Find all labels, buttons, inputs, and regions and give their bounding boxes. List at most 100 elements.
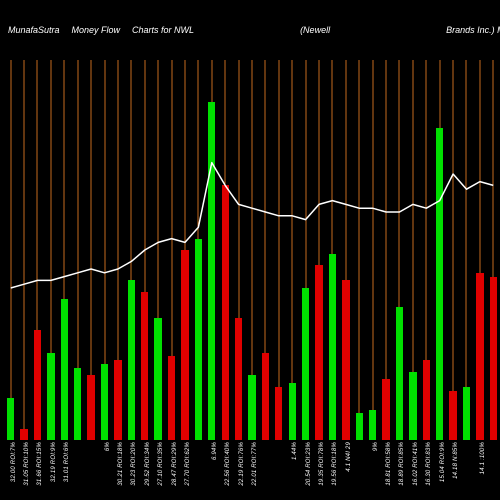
bar-slot (125, 60, 138, 440)
x-label-slot: 19.35 ROI:78% (312, 440, 325, 500)
gridline (453, 60, 454, 440)
x-tick-label: 6.94% (212, 442, 218, 460)
bar (289, 383, 296, 440)
bar (154, 318, 161, 440)
x-label-slot (272, 440, 285, 500)
bar-slot (487, 60, 500, 440)
x-tick-label: 16.02 ROI:41% (413, 442, 419, 486)
bar-slot (111, 60, 124, 440)
title-segment: Money Flow (72, 25, 121, 35)
x-tick-label: 32.19 ROI:9% (51, 442, 57, 482)
bar-slot (84, 60, 97, 440)
x-tick-label: 22.56 ROI:40% (225, 442, 231, 486)
bar (463, 387, 470, 440)
bar (262, 353, 269, 440)
x-label-slot: 29.52 ROI:34% (138, 440, 151, 500)
x-label-slot: 31.01 ROI:6% (58, 440, 71, 500)
x-label-slot (487, 440, 500, 500)
bar-slot (245, 60, 258, 440)
bar-slot (31, 60, 44, 440)
bar (449, 391, 456, 440)
plot-area (4, 60, 500, 440)
bar (114, 360, 121, 440)
bar (248, 375, 255, 440)
chart-title: MunafaSutraMoney FlowCharts for NWL(Newe… (0, 0, 500, 60)
bar-slot (446, 60, 459, 440)
bar (342, 280, 349, 440)
bar-slot (205, 60, 218, 440)
bar-slot (366, 60, 379, 440)
x-label-slot: 31.05 ROI:10% (17, 440, 30, 500)
x-tick-label: 18.81 ROI:58% (386, 442, 392, 486)
x-label-slot: 16.02 ROI:41% (406, 440, 419, 500)
bar-slot (17, 60, 30, 440)
bar-slot (98, 60, 111, 440)
title-segment: Brands Inc.) MunafaSu (446, 25, 500, 35)
bar-slot (312, 60, 325, 440)
bar-slot (393, 60, 406, 440)
x-tick-label: 29.52 ROI:34% (145, 442, 151, 486)
bar-slot (165, 60, 178, 440)
x-label-slot: 14.1 :100% (473, 440, 486, 500)
x-label-slot: 22.01 ROI:77% (245, 440, 258, 500)
bar (168, 356, 175, 440)
x-tick-label: 9% (373, 442, 379, 451)
bar (396, 307, 403, 440)
gridline (10, 60, 11, 440)
x-tick-label: 6% (105, 442, 111, 451)
x-tick-label: 28.47 ROI:29% (172, 442, 178, 486)
bar-slot (151, 60, 164, 440)
x-label-slot: 15.04 ROI:9% (433, 440, 446, 500)
x-tick-label: 1.44% (292, 442, 298, 460)
x-tick-label: 30.21 ROI:18% (118, 442, 124, 486)
gridline (278, 60, 279, 440)
gridline (24, 60, 25, 440)
x-label-slot (71, 440, 84, 500)
gridline (372, 60, 373, 440)
x-tick-label: 32.00 ROI:7% (11, 442, 17, 482)
bar (208, 102, 215, 440)
bar-slot (259, 60, 272, 440)
bar-slot (4, 60, 17, 440)
x-label-slot: 19.56 ROI:18% (326, 440, 339, 500)
chart-container: MunafaSutraMoney FlowCharts for NWL(Newe… (0, 0, 500, 500)
x-label-slot: 1.44% (286, 440, 299, 500)
x-tick-label: 14.18 N:85% (453, 442, 459, 479)
bar-slot (58, 60, 71, 440)
bar-slot (353, 60, 366, 440)
x-label-slot: 22.56 ROI:40% (218, 440, 231, 500)
bar (61, 299, 68, 440)
bar-slot (218, 60, 231, 440)
x-label-slot: 9% (366, 440, 379, 500)
bar-slot (406, 60, 419, 440)
x-tick-label: 30.23 ROI:20% (131, 442, 137, 486)
bar (7, 398, 14, 440)
bar-slot (473, 60, 486, 440)
x-label-slot: 14.18 N:85% (446, 440, 459, 500)
bar (423, 360, 430, 440)
x-tick-label: 22.19 ROI:76% (239, 442, 245, 486)
x-label-slot: 30.21 ROI:18% (111, 440, 124, 500)
bar-slot (286, 60, 299, 440)
bar (87, 375, 94, 440)
x-label-slot: 27.10 ROI:35% (151, 440, 164, 500)
bar-slot (178, 60, 191, 440)
x-label-slot (353, 440, 366, 500)
x-label-slot (192, 440, 205, 500)
x-tick-label: 15.04 ROI:9% (440, 442, 446, 482)
bar (275, 387, 282, 440)
bar-slot (420, 60, 433, 440)
x-label-slot (259, 440, 272, 500)
bar (356, 413, 363, 440)
bar (409, 372, 416, 440)
bar-slot (272, 60, 285, 440)
x-label-slot: 28.47 ROI:29% (165, 440, 178, 500)
x-label-slot: 32.00 ROI:7% (4, 440, 17, 500)
bar-slot (460, 60, 473, 440)
bar (302, 288, 309, 440)
x-label-slot (460, 440, 473, 500)
bar (476, 273, 483, 440)
bar (315, 265, 322, 440)
bar (195, 239, 202, 440)
x-label-slot: 18.81 ROI:58% (379, 440, 392, 500)
